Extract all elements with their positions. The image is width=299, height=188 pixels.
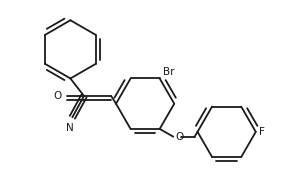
Text: N: N (65, 123, 73, 133)
Text: O: O (54, 91, 62, 101)
Text: Br: Br (163, 67, 174, 77)
Text: O: O (175, 132, 184, 142)
Text: F: F (259, 127, 265, 137)
